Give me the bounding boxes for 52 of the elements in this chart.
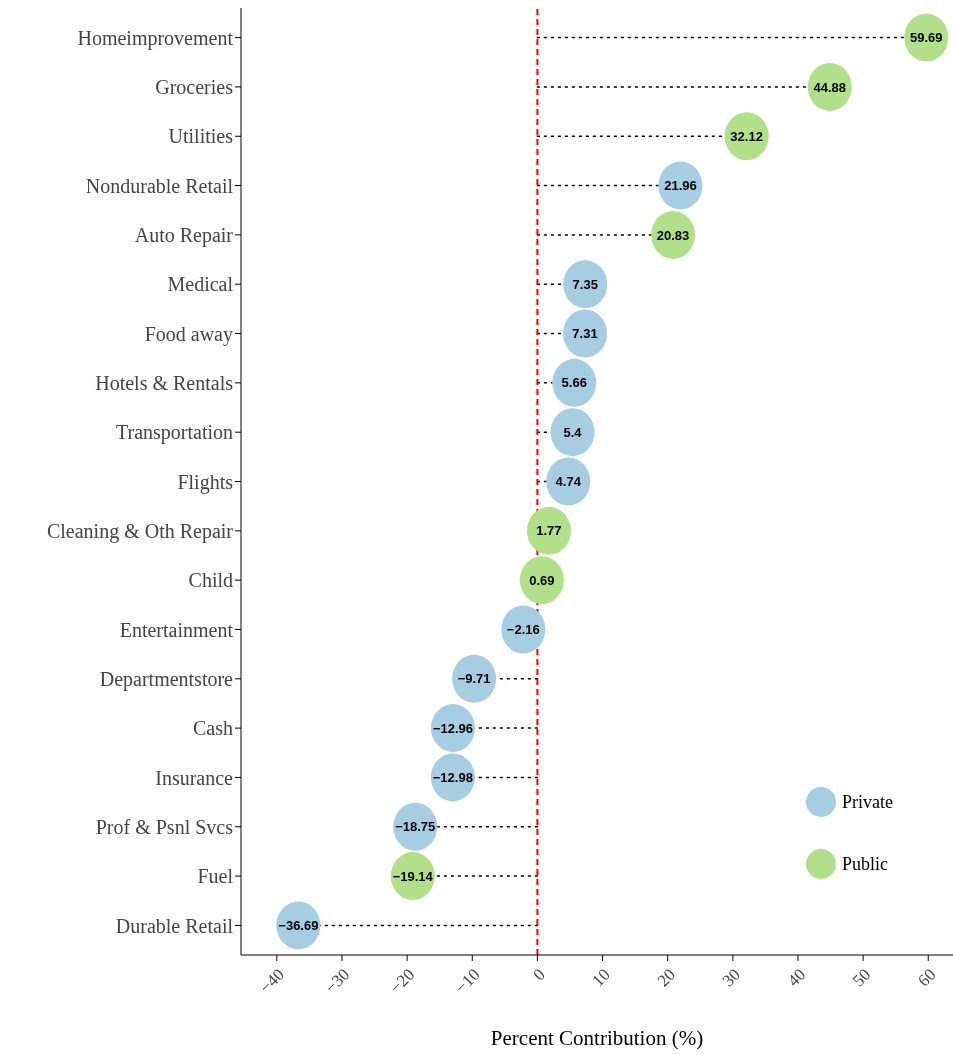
- data-label: −9.71: [457, 671, 491, 687]
- data-label: 5.4: [563, 424, 583, 440]
- data-label: −2.16: [506, 622, 540, 638]
- data-label: 0.69: [529, 572, 555, 588]
- data-label: 44.88: [813, 79, 847, 95]
- y-tick-label: Utilities: [168, 125, 234, 148]
- data-label: 1.77: [536, 523, 562, 539]
- y-tick-label: Food away: [144, 322, 233, 346]
- y-tick-label: Nondurable Retail: [85, 174, 234, 197]
- y-tick-label: Cash: [193, 717, 233, 740]
- x-tick-label: 0: [529, 964, 549, 985]
- x-tick-label: 10: [588, 964, 614, 991]
- data-label: 32.12: [730, 128, 763, 144]
- y-tick-label: Flights: [177, 470, 234, 494]
- y-tick-label: Hotels & Rentals: [95, 371, 234, 394]
- x-axis-title: Percent Contribution (%): [490, 1026, 704, 1050]
- legend-label: Public: [842, 853, 889, 875]
- x-tick-label: −10: [451, 964, 484, 998]
- y-tick-label: Medical: [167, 273, 234, 296]
- y-tick-label: Insurance: [155, 766, 234, 789]
- y-tick-label: Cleaning & Oth Repair: [46, 519, 234, 543]
- y-tick-label: Entertainment: [119, 618, 234, 641]
- y-tick-label: Fuel: [197, 865, 234, 888]
- data-label: −12.98: [432, 770, 473, 786]
- y-tick-label: Prof & Psnl Svcs: [95, 815, 234, 838]
- x-tick-label: 50: [849, 964, 875, 991]
- data-label: 4.74: [555, 474, 582, 490]
- x-tick-label: −30: [321, 964, 354, 998]
- y-tick-label: Departmentstore: [99, 667, 234, 691]
- y-tick-label: Transportation: [115, 421, 233, 445]
- x-tick-label: −40: [255, 964, 289, 998]
- legend-label: Private: [842, 791, 893, 813]
- data-label: 5.66: [561, 375, 587, 391]
- y-tick-label: Homeimprovement: [77, 26, 234, 50]
- data-label: 21.96: [664, 178, 697, 194]
- x-tick-label: 30: [718, 964, 745, 991]
- data-label: 59.69: [909, 30, 943, 46]
- data-label: 7.35: [572, 276, 598, 292]
- data-label: −18.75: [395, 819, 436, 835]
- y-tick-label: Durable Retail: [115, 914, 234, 937]
- x-tick-label: 40: [783, 964, 810, 991]
- x-tick-label: 20: [653, 964, 680, 991]
- x-tick-label: 60: [914, 964, 940, 991]
- data-label: −12.96: [432, 720, 474, 736]
- y-tick-label: Auto Repair: [134, 223, 234, 247]
- y-tick-label: Child: [188, 569, 233, 592]
- x-tick-label: −20: [386, 964, 419, 998]
- y-tick-label: Groceries: [155, 76, 234, 99]
- data-label: −36.69: [278, 918, 319, 934]
- data-label: 7.31: [572, 326, 598, 342]
- data-label: −19.14: [392, 868, 434, 884]
- data-label: 20.83: [656, 227, 690, 243]
